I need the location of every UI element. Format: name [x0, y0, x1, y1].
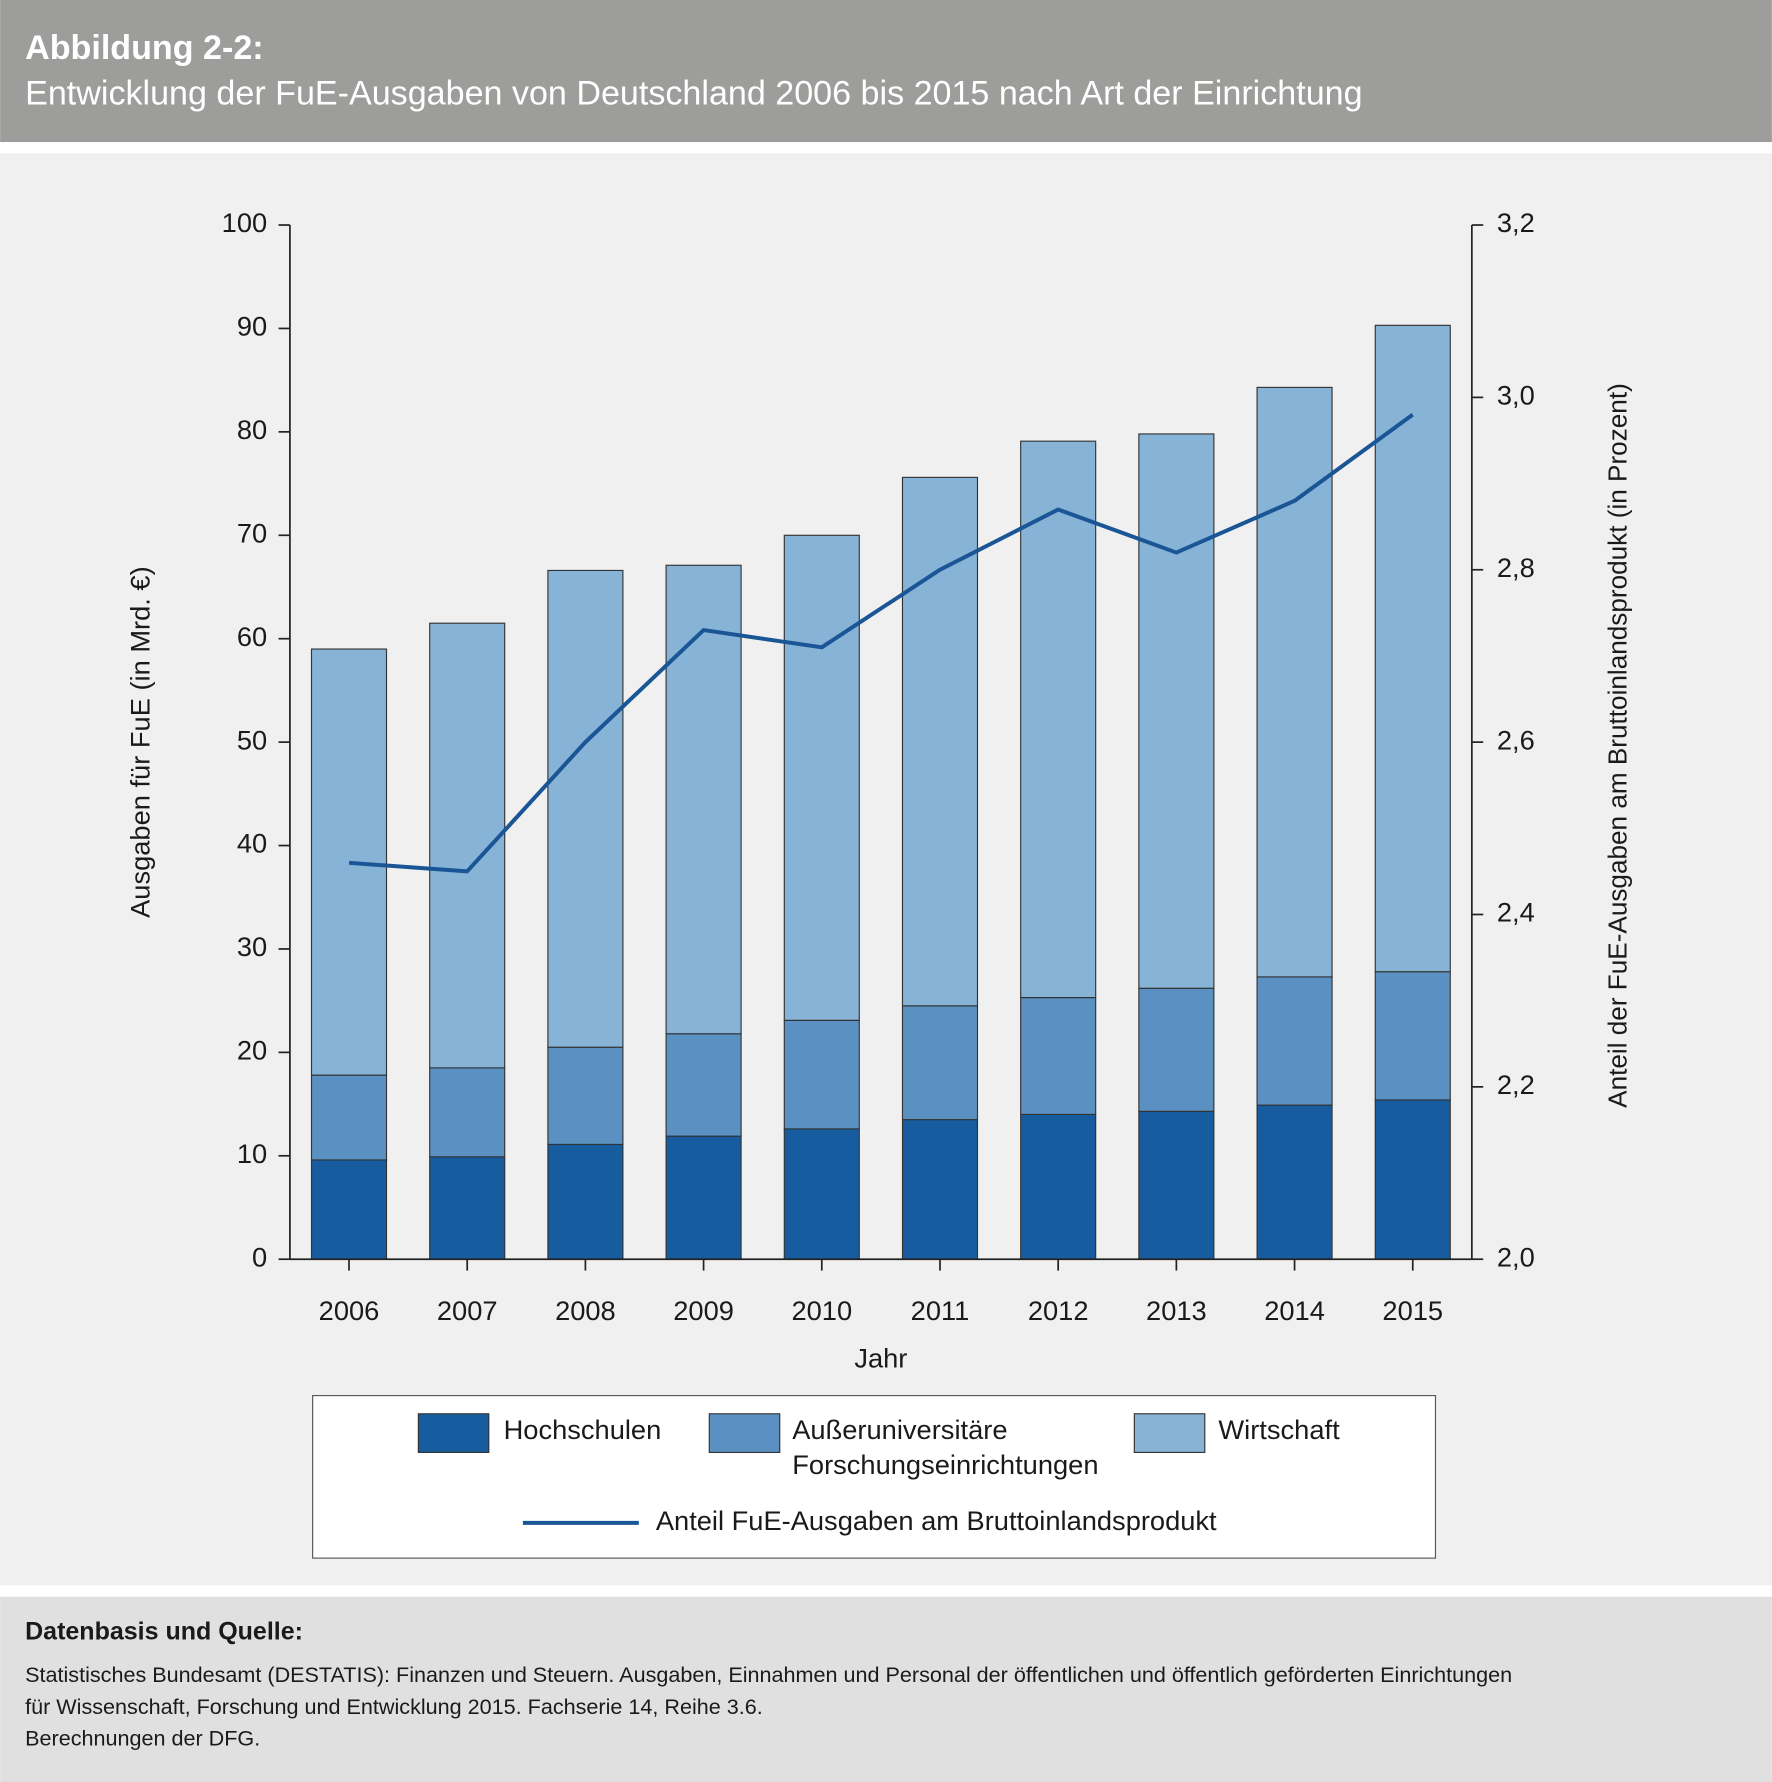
- y-tick-label: 90: [237, 311, 267, 342]
- bar-segment: [665, 1135, 742, 1260]
- bar-segment: [665, 564, 742, 1035]
- y2-tick-label: 2,2: [1497, 1069, 1535, 1100]
- legend-swatch: [417, 1413, 490, 1453]
- x-tick-label: 2014: [1264, 1295, 1325, 1326]
- legend-label-box: Wirtschaft: [1218, 1414, 1340, 1446]
- footer-bg: [0, 1596, 1772, 1782]
- y-tick-label: 20: [237, 1035, 267, 1066]
- x-tick-label: 2012: [1028, 1295, 1089, 1326]
- y2-tick-label: 2,6: [1497, 724, 1535, 755]
- legend-box: [312, 1395, 1437, 1559]
- bar-segment: [429, 1067, 506, 1158]
- y2-tick-label: 2,0: [1497, 1241, 1535, 1272]
- bar-segment: [1138, 433, 1215, 989]
- bar-segment: [547, 1046, 624, 1145]
- legend-label: Wirtschaft: [1218, 1414, 1340, 1446]
- bar-segment: [1020, 996, 1097, 1116]
- legend-label: Anteil FuE-Ausgaben am Bruttoinlandsprod…: [656, 1505, 1217, 1536]
- bar-segment: [1138, 1110, 1215, 1260]
- bar-segment: [1256, 1104, 1333, 1260]
- y2-tick-label: 3,2: [1497, 207, 1535, 238]
- bar-segment: [901, 1005, 979, 1121]
- bar-segment: [1374, 324, 1451, 973]
- bar-segment: [665, 1033, 742, 1137]
- footer-line: Berechnungen der DFG.: [25, 1726, 260, 1751]
- bar-segment: [1374, 1099, 1451, 1260]
- bar-segment: [1256, 386, 1333, 978]
- header-subtitle: Entwicklung der FuE-Ausgaben von Deutsch…: [25, 74, 1362, 112]
- y-tick-label: 70: [237, 517, 267, 548]
- header-bg: [0, 0, 1772, 143]
- x-tick-label: 2015: [1382, 1295, 1443, 1326]
- bar-segment: [429, 1156, 506, 1260]
- y-tick-label: 60: [237, 621, 267, 652]
- x-tick-label: 2013: [1146, 1295, 1207, 1326]
- legend-label-box: Hochschulen: [503, 1414, 662, 1446]
- bar-segment: [310, 1074, 388, 1161]
- bar-segment: [783, 534, 860, 1021]
- y-tick-label: 100: [222, 207, 267, 238]
- bar-segment: [1020, 1113, 1097, 1260]
- legend-swatch: [1133, 1413, 1206, 1453]
- footer-line: für Wissenschaft, Forschung und Entwickl…: [25, 1694, 763, 1719]
- x-tick-label: 2008: [555, 1295, 616, 1326]
- x-tick-label: 2006: [319, 1295, 380, 1326]
- bar-segment: [1020, 440, 1097, 999]
- y-tick-label: 0: [252, 1241, 267, 1272]
- bar-segment: [783, 1128, 860, 1260]
- legend-label-box: Außeruniversitäre Forschungseinrichtunge…: [792, 1414, 1099, 1481]
- legend-swatch: [708, 1413, 781, 1453]
- y2-tick-label: 2,4: [1497, 897, 1535, 928]
- line-series: [348, 412, 1414, 874]
- y-axis-label: Ausgaben für FuE (in Mrd. €): [124, 566, 155, 918]
- x-tick-label: 2009: [673, 1295, 734, 1326]
- x-tick-label: 2007: [437, 1295, 498, 1326]
- x-tick-label: 2011: [911, 1295, 970, 1326]
- bar-segment: [901, 1119, 979, 1260]
- bar-segment: [1374, 971, 1451, 1101]
- bar-segment: [310, 1159, 388, 1260]
- y-tick-label: 30: [237, 931, 267, 962]
- bar-segment: [547, 569, 624, 1048]
- legend-label: Außeruniversitäre Forschungseinrichtunge…: [792, 1414, 1099, 1481]
- bar-segment: [1256, 976, 1333, 1106]
- y-tick-label: 40: [237, 828, 267, 859]
- bar-segment: [1138, 987, 1215, 1112]
- y2-axis-label: Anteil der FuE-Ausgaben am Bruttoinlands…: [1603, 383, 1633, 1108]
- bar-segment: [310, 648, 388, 1076]
- bar-segment: [901, 476, 979, 1007]
- x-axis-label: Jahr: [854, 1343, 907, 1374]
- y2-tick-label: 3,0: [1497, 380, 1535, 411]
- y2-tick-label: 2,8: [1497, 552, 1535, 583]
- y-tick-label: 50: [237, 724, 267, 755]
- x-tick-label: 2010: [791, 1295, 852, 1326]
- chart-bg: [0, 153, 1772, 1586]
- y-tick-label: 10: [237, 1138, 267, 1169]
- legend-label: Hochschulen: [503, 1414, 662, 1446]
- footer-title: Datenbasis und Quelle:: [25, 1618, 303, 1646]
- header-title: Abbildung 2-2:: [25, 29, 264, 67]
- y-tick-label: 80: [237, 414, 267, 445]
- footer-line: Statistisches Bundesamt (DESTATIS): Fina…: [25, 1662, 1512, 1687]
- bar-segment: [547, 1143, 624, 1260]
- bar-segment: [783, 1019, 860, 1130]
